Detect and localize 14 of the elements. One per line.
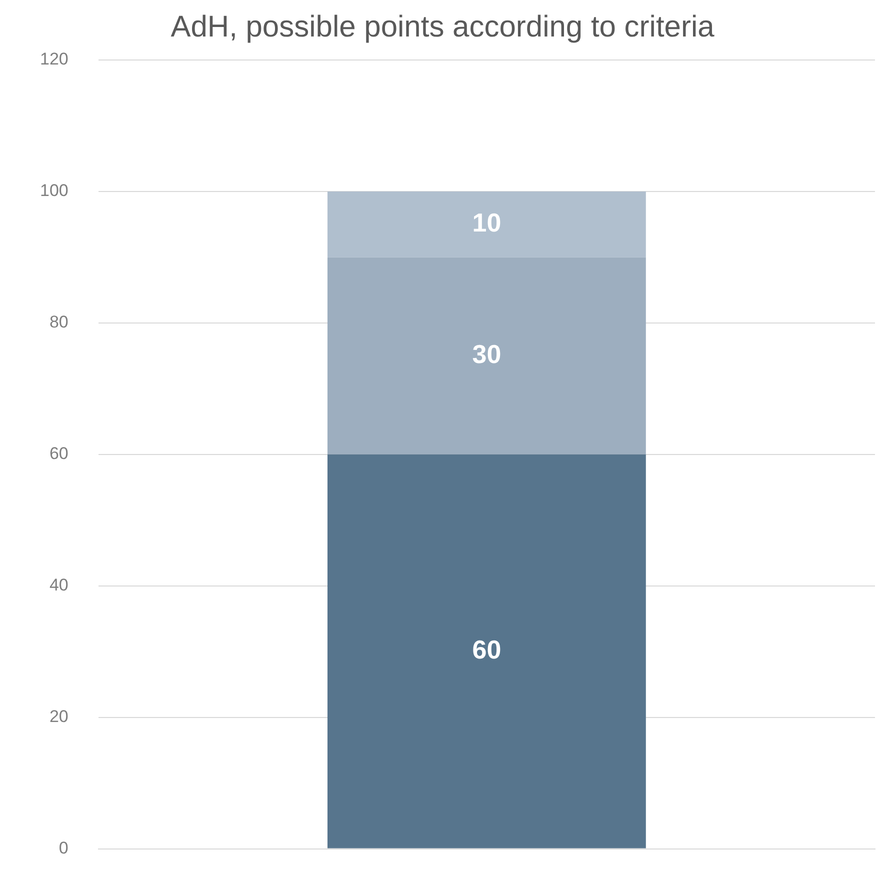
chart-title: AdH, possible points according to criteria bbox=[170, 10, 715, 44]
bar bbox=[327, 257, 646, 454]
y-tick-label: 80 bbox=[49, 312, 68, 332]
data-label: 60 bbox=[472, 634, 502, 665]
data-label: 10 bbox=[472, 208, 502, 238]
y-tick-label: 120 bbox=[40, 50, 68, 69]
y-tick-label: 100 bbox=[40, 181, 68, 200]
y-tick-label: 40 bbox=[49, 576, 68, 595]
y-tick-label: 0 bbox=[58, 838, 68, 858]
data-label: 30 bbox=[472, 338, 502, 369]
y-tick-label: 60 bbox=[49, 444, 68, 464]
bar bbox=[327, 191, 646, 258]
bar bbox=[327, 454, 646, 848]
y-tick-label: 20 bbox=[49, 707, 68, 726]
